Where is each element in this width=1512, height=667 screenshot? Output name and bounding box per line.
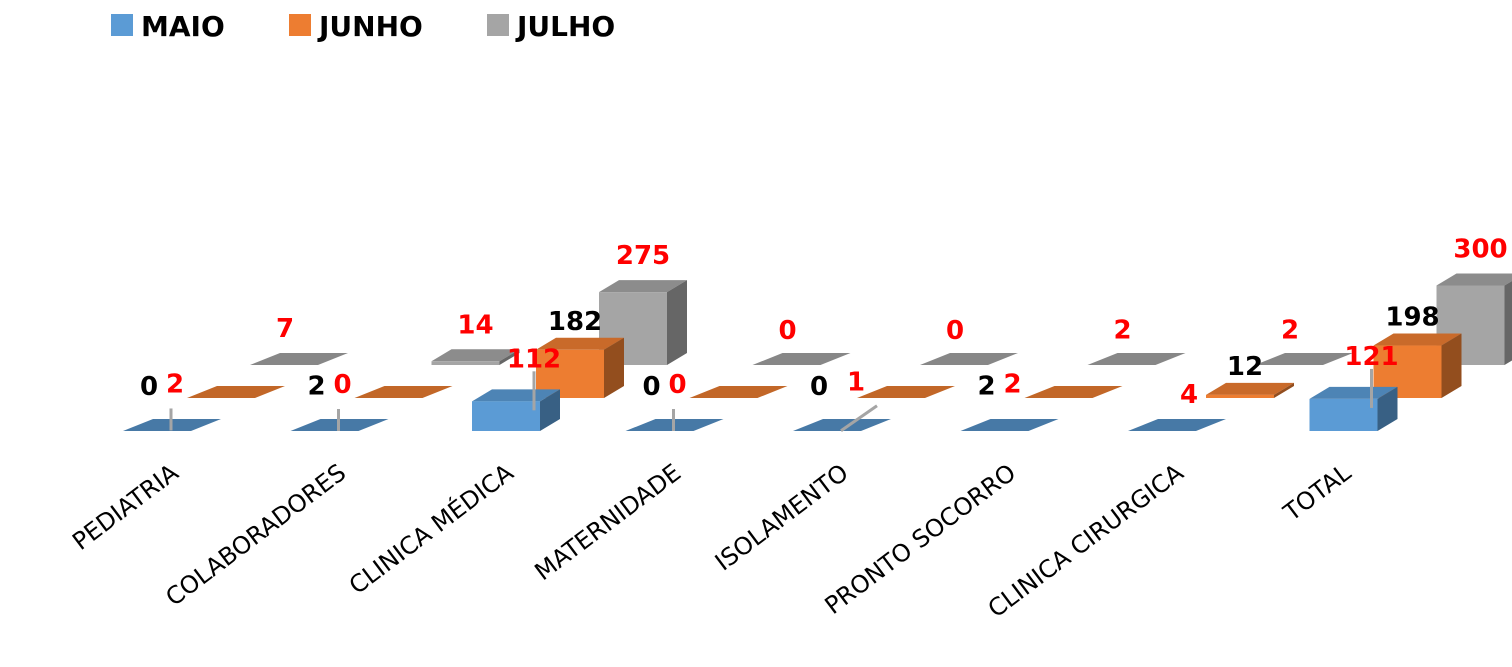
bar-face	[920, 353, 1018, 365]
data-label-julho-isolamento: 0	[946, 316, 964, 346]
bar-side	[667, 280, 687, 365]
data-label-junho-colaboradores: 2	[307, 371, 325, 401]
bar-julho-maternidade	[752, 353, 851, 365]
bar-face	[960, 419, 1059, 431]
bar-face	[1255, 353, 1353, 365]
bar-maio-isolamento	[793, 419, 891, 431]
bar-maio-total	[1309, 386, 1398, 431]
bar-junho-isolamento	[857, 386, 955, 398]
legend-label-julho: JULHO	[515, 10, 615, 43]
data-label-junho-maternidade: 0	[642, 372, 660, 402]
category-label-colaboradores: COLABORADORES	[161, 458, 352, 611]
bar-maio-clinica-cirurgica	[1128, 419, 1226, 431]
data-label-julho-pronto-socorro: 2	[1113, 315, 1131, 345]
bar-top	[1309, 386, 1398, 399]
series-junho	[187, 333, 1462, 398]
bar-face	[793, 419, 891, 431]
bar-side	[604, 337, 624, 398]
data-label-julho-pediatria: 7	[276, 314, 294, 344]
bar-top	[536, 337, 624, 350]
data-label-maio-pediatria: 2	[166, 369, 184, 399]
bar-top	[1206, 382, 1294, 395]
bar-face	[1024, 386, 1123, 398]
category-label-maternidade: MATERNIDADE	[530, 458, 687, 586]
data-label-julho-total: 300	[1453, 235, 1507, 265]
data-label-junho-pediatria: 0	[140, 372, 158, 402]
data-label-junho-clinica-cirurgica: 12	[1227, 352, 1263, 382]
bar-front	[472, 401, 540, 431]
bar-top	[1373, 333, 1462, 346]
bar-side	[499, 349, 520, 365]
data-label-junho-clinica-medica: 182	[548, 307, 602, 337]
bar-front	[1309, 398, 1378, 431]
data-label-maio-isolamento: 1	[847, 368, 865, 398]
bar-julho-isolamento	[920, 353, 1018, 365]
bar-face	[689, 386, 788, 398]
bar-julho-pediatria	[250, 353, 348, 365]
bar-julho-clinica-medica	[599, 280, 687, 365]
bar-junho-pediatria	[187, 386, 285, 398]
bar-maio-clinica-medica	[472, 389, 560, 431]
legend-item-maio: MAIO	[111, 10, 225, 43]
data-label-maio-pronto-socorro: 2	[1003, 369, 1021, 399]
bar-junho-pronto-socorro	[1024, 386, 1123, 398]
bar-face	[857, 386, 955, 398]
chart-plot-area	[123, 273, 1512, 431]
legend-item-junho: JUNHO	[289, 10, 423, 43]
bar-face	[354, 386, 453, 398]
data-label-julho-colaboradores: 14	[457, 310, 493, 340]
legend-swatch-junho	[289, 14, 311, 36]
bar-face	[1128, 419, 1226, 431]
data-label-maio-colaboradores: 0	[333, 370, 351, 400]
legend-swatch-maio	[111, 14, 133, 36]
bar-top	[472, 389, 560, 402]
bar-face	[250, 353, 348, 365]
bar-side	[1441, 333, 1462, 398]
legend-item-julho: JULHO	[487, 10, 615, 43]
data-label-maio-clinica-cirurgica: 4	[1180, 380, 1198, 410]
bar-side	[540, 389, 560, 431]
data-label-maio-total: 121	[1344, 342, 1398, 372]
bar-face	[752, 353, 851, 365]
data-label-julho-maternidade: 0	[778, 316, 796, 346]
bar-front	[1206, 394, 1274, 398]
bar-junho-maternidade	[689, 386, 788, 398]
legend-label-maio: MAIO	[141, 10, 225, 43]
category-label-clinica-medica: CLINICA MÉDICA	[343, 457, 519, 599]
data-label-junho-total: 198	[1385, 303, 1439, 333]
category-label-isolamento: ISOLAMENTO	[710, 458, 854, 576]
data-label-maio-clinica-medica: 112	[507, 344, 561, 374]
chart-legend: MAIO JUNHO JULHO	[111, 10, 615, 43]
data-label-julho-clinica-cirurgica: 2	[1281, 315, 1299, 345]
bar-top	[599, 280, 687, 293]
bar-top	[1436, 273, 1512, 286]
legend-swatch-julho	[487, 14, 509, 36]
bar-side	[1274, 382, 1294, 398]
legend-label-junho: JUNHO	[317, 10, 423, 43]
category-label-pediatria: PEDIATRIA	[67, 458, 184, 556]
bar-maio-pronto-socorro	[960, 419, 1059, 431]
category-label-total: TOTAL	[1278, 458, 1357, 527]
bar-side	[1377, 386, 1398, 431]
data-label-junho-isolamento: 0	[810, 372, 828, 402]
bar-julho-clinica-cirurgica	[1255, 353, 1353, 365]
leader-line-isolamento	[840, 404, 878, 432]
data-label-maio-maternidade: 0	[668, 370, 686, 400]
bar-side	[1504, 281, 1512, 365]
bar-julho-colaboradores	[431, 349, 520, 365]
data-label-julho-clinica-medica: 275	[616, 241, 670, 271]
label-leader-lines	[169, 368, 1373, 432]
bar-front	[431, 361, 500, 365]
bar-junho-colaboradores	[354, 386, 453, 398]
bar-julho-pronto-socorro	[1087, 353, 1186, 365]
bar-junho-clinica-cirurgica	[1206, 382, 1294, 398]
bar-top	[431, 349, 520, 362]
bar-face	[1087, 353, 1186, 365]
series-julho	[250, 273, 1512, 365]
data-label-junho-pronto-socorro: 2	[977, 371, 995, 401]
bar-face	[187, 386, 285, 398]
